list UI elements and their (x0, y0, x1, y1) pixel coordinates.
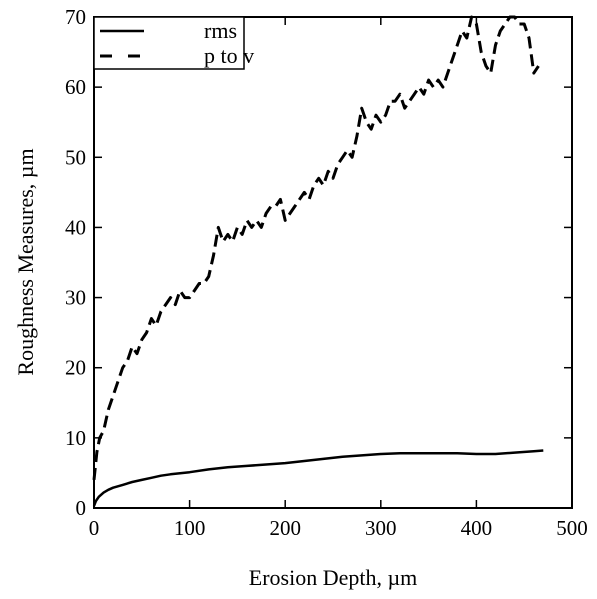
x-tick-label: 200 (269, 516, 301, 540)
y-tick-label: 50 (65, 145, 86, 169)
legend-label: rms (204, 18, 237, 43)
y-tick-label: 70 (65, 5, 86, 29)
x-tick-label: 300 (365, 516, 397, 540)
legend-label: p to v (204, 43, 254, 68)
labels-layer: 0 100 200 300 400 500 0 10 20 30 40 50 60 70 (65, 5, 588, 540)
x-axis-title: Erosion Depth, µm (249, 565, 418, 590)
y-tick-label: 20 (65, 356, 86, 380)
plot-frame (93, 16, 573, 509)
x-tick-label: 500 (556, 516, 588, 540)
y-tick-label: 0 (76, 496, 87, 520)
series-line-p-to-v (92, 15, 540, 481)
series-line-rms (92, 449, 544, 507)
x-tick-label: 0 (89, 516, 100, 540)
x-tick-label: 100 (174, 516, 206, 540)
y-tick-label: 60 (65, 75, 86, 99)
series-layer (92, 15, 544, 507)
y-tick-label: 10 (65, 426, 86, 450)
y-axis-title: Roughness Measures, µm (13, 148, 38, 375)
y-tick-label: 40 (65, 215, 86, 239)
ticks-layer (94, 17, 572, 508)
legend-box (93, 16, 245, 70)
x-tick-label: 400 (461, 516, 493, 540)
y-tick-label: 30 (65, 286, 86, 310)
